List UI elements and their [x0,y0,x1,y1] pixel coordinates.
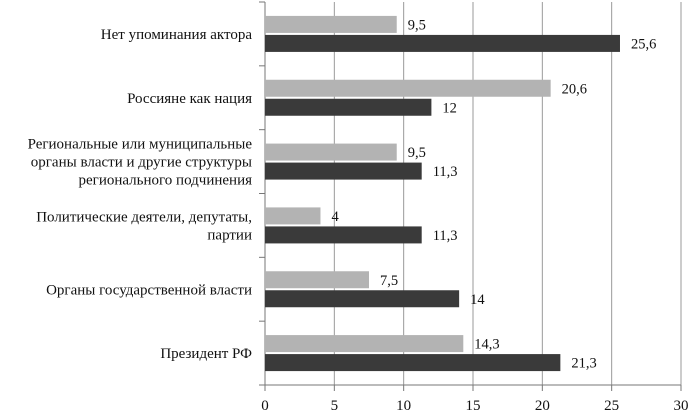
data-label-s1-3: 11,3 [433,228,458,244]
bar-s0-0 [265,15,397,33]
category-label-line: партии [207,227,252,243]
x-tick-label-3: 15 [466,398,481,414]
bar-s1-4 [265,290,460,308]
category-label-5: Президент РФ [160,346,252,362]
bar-s1-5 [265,354,561,372]
category-label-line: Россияне как нация [127,91,252,107]
data-label-s1-2: 11,3 [433,164,458,180]
x-tick-label-5: 25 [604,398,619,414]
bar-s0-5 [265,335,464,353]
data-label-s1-0: 25,6 [631,36,656,52]
bar-s1-2 [265,162,422,180]
data-label-s1-5: 21,3 [571,356,596,372]
bar-s0-4 [265,271,369,289]
data-label-s1-1: 12 [442,100,457,116]
data-label-s0-2: 9,5 [408,145,426,161]
data-label-s0-1: 20,6 [562,81,587,97]
category-label-2: Региональные или муниципальные органы вла… [28,137,253,189]
category-label-line: Политические деятели, депутаты, [36,209,252,225]
bar-s1-1 [265,98,432,116]
data-label-s0-0: 9,5 [408,17,426,33]
category-label-line: Президент РФ [160,346,252,362]
category-label-0: Нет упоминания актора [101,27,253,43]
category-label-line: Нет упоминания актора [101,27,253,43]
category-label-3: Политические деятели, депутаты, партии [36,209,252,243]
data-label-s0-4: 7,5 [380,273,398,289]
x-tick-label-2: 10 [396,398,411,414]
category-label-line: Органы государственной власти [46,282,252,298]
x-tick-label-4: 20 [535,398,550,414]
bar-s1-0 [265,34,620,52]
data-label-s0-3: 4 [331,209,339,225]
bar-s0-3 [265,207,321,225]
data-label-s1-4: 14 [470,292,485,308]
bar-s0-1 [265,79,551,97]
bar-s1-3 [265,226,422,244]
data-label-s0-5: 14,3 [474,337,499,353]
category-label-1: Россияне как нация [127,91,252,107]
x-tick-label-1: 5 [331,398,339,414]
category-label-line: органы власти и другие структуры [31,155,252,171]
x-tick-label-0: 0 [261,398,269,414]
x-tick-label-6: 30 [674,398,689,414]
category-label-4: Органы государственной власти [46,282,252,298]
category-label-line: регионального подчинения [79,173,253,189]
category-label-line: Региональные или муниципальные [28,137,253,153]
bar-s0-2 [265,143,397,161]
